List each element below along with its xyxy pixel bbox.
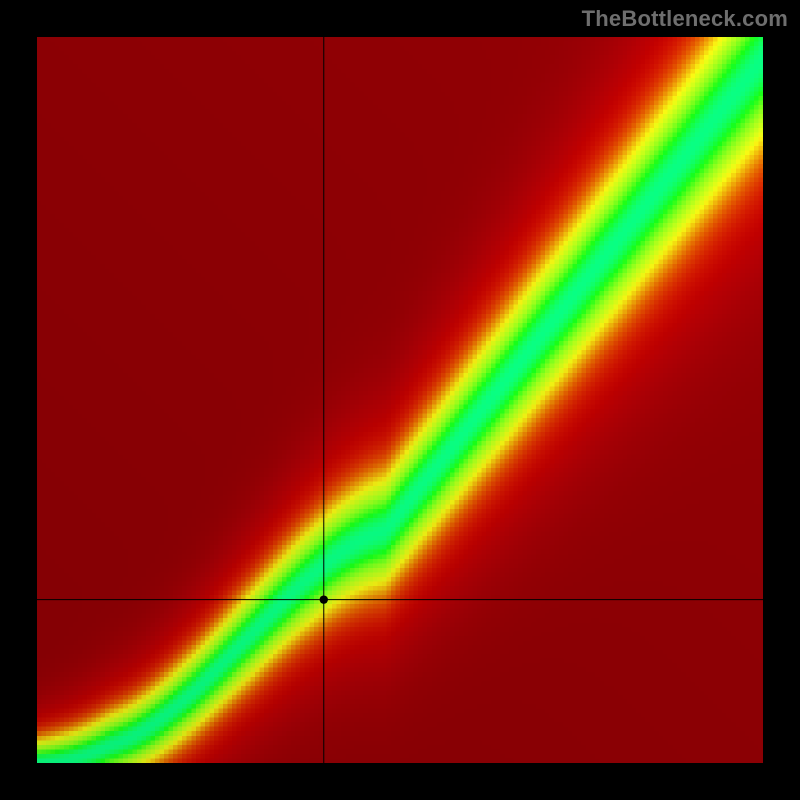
watermark-text: TheBottleneck.com <box>582 6 788 32</box>
heatmap-canvas <box>37 37 763 763</box>
chart-container: TheBottleneck.com <box>0 0 800 800</box>
plot-area <box>37 37 763 763</box>
